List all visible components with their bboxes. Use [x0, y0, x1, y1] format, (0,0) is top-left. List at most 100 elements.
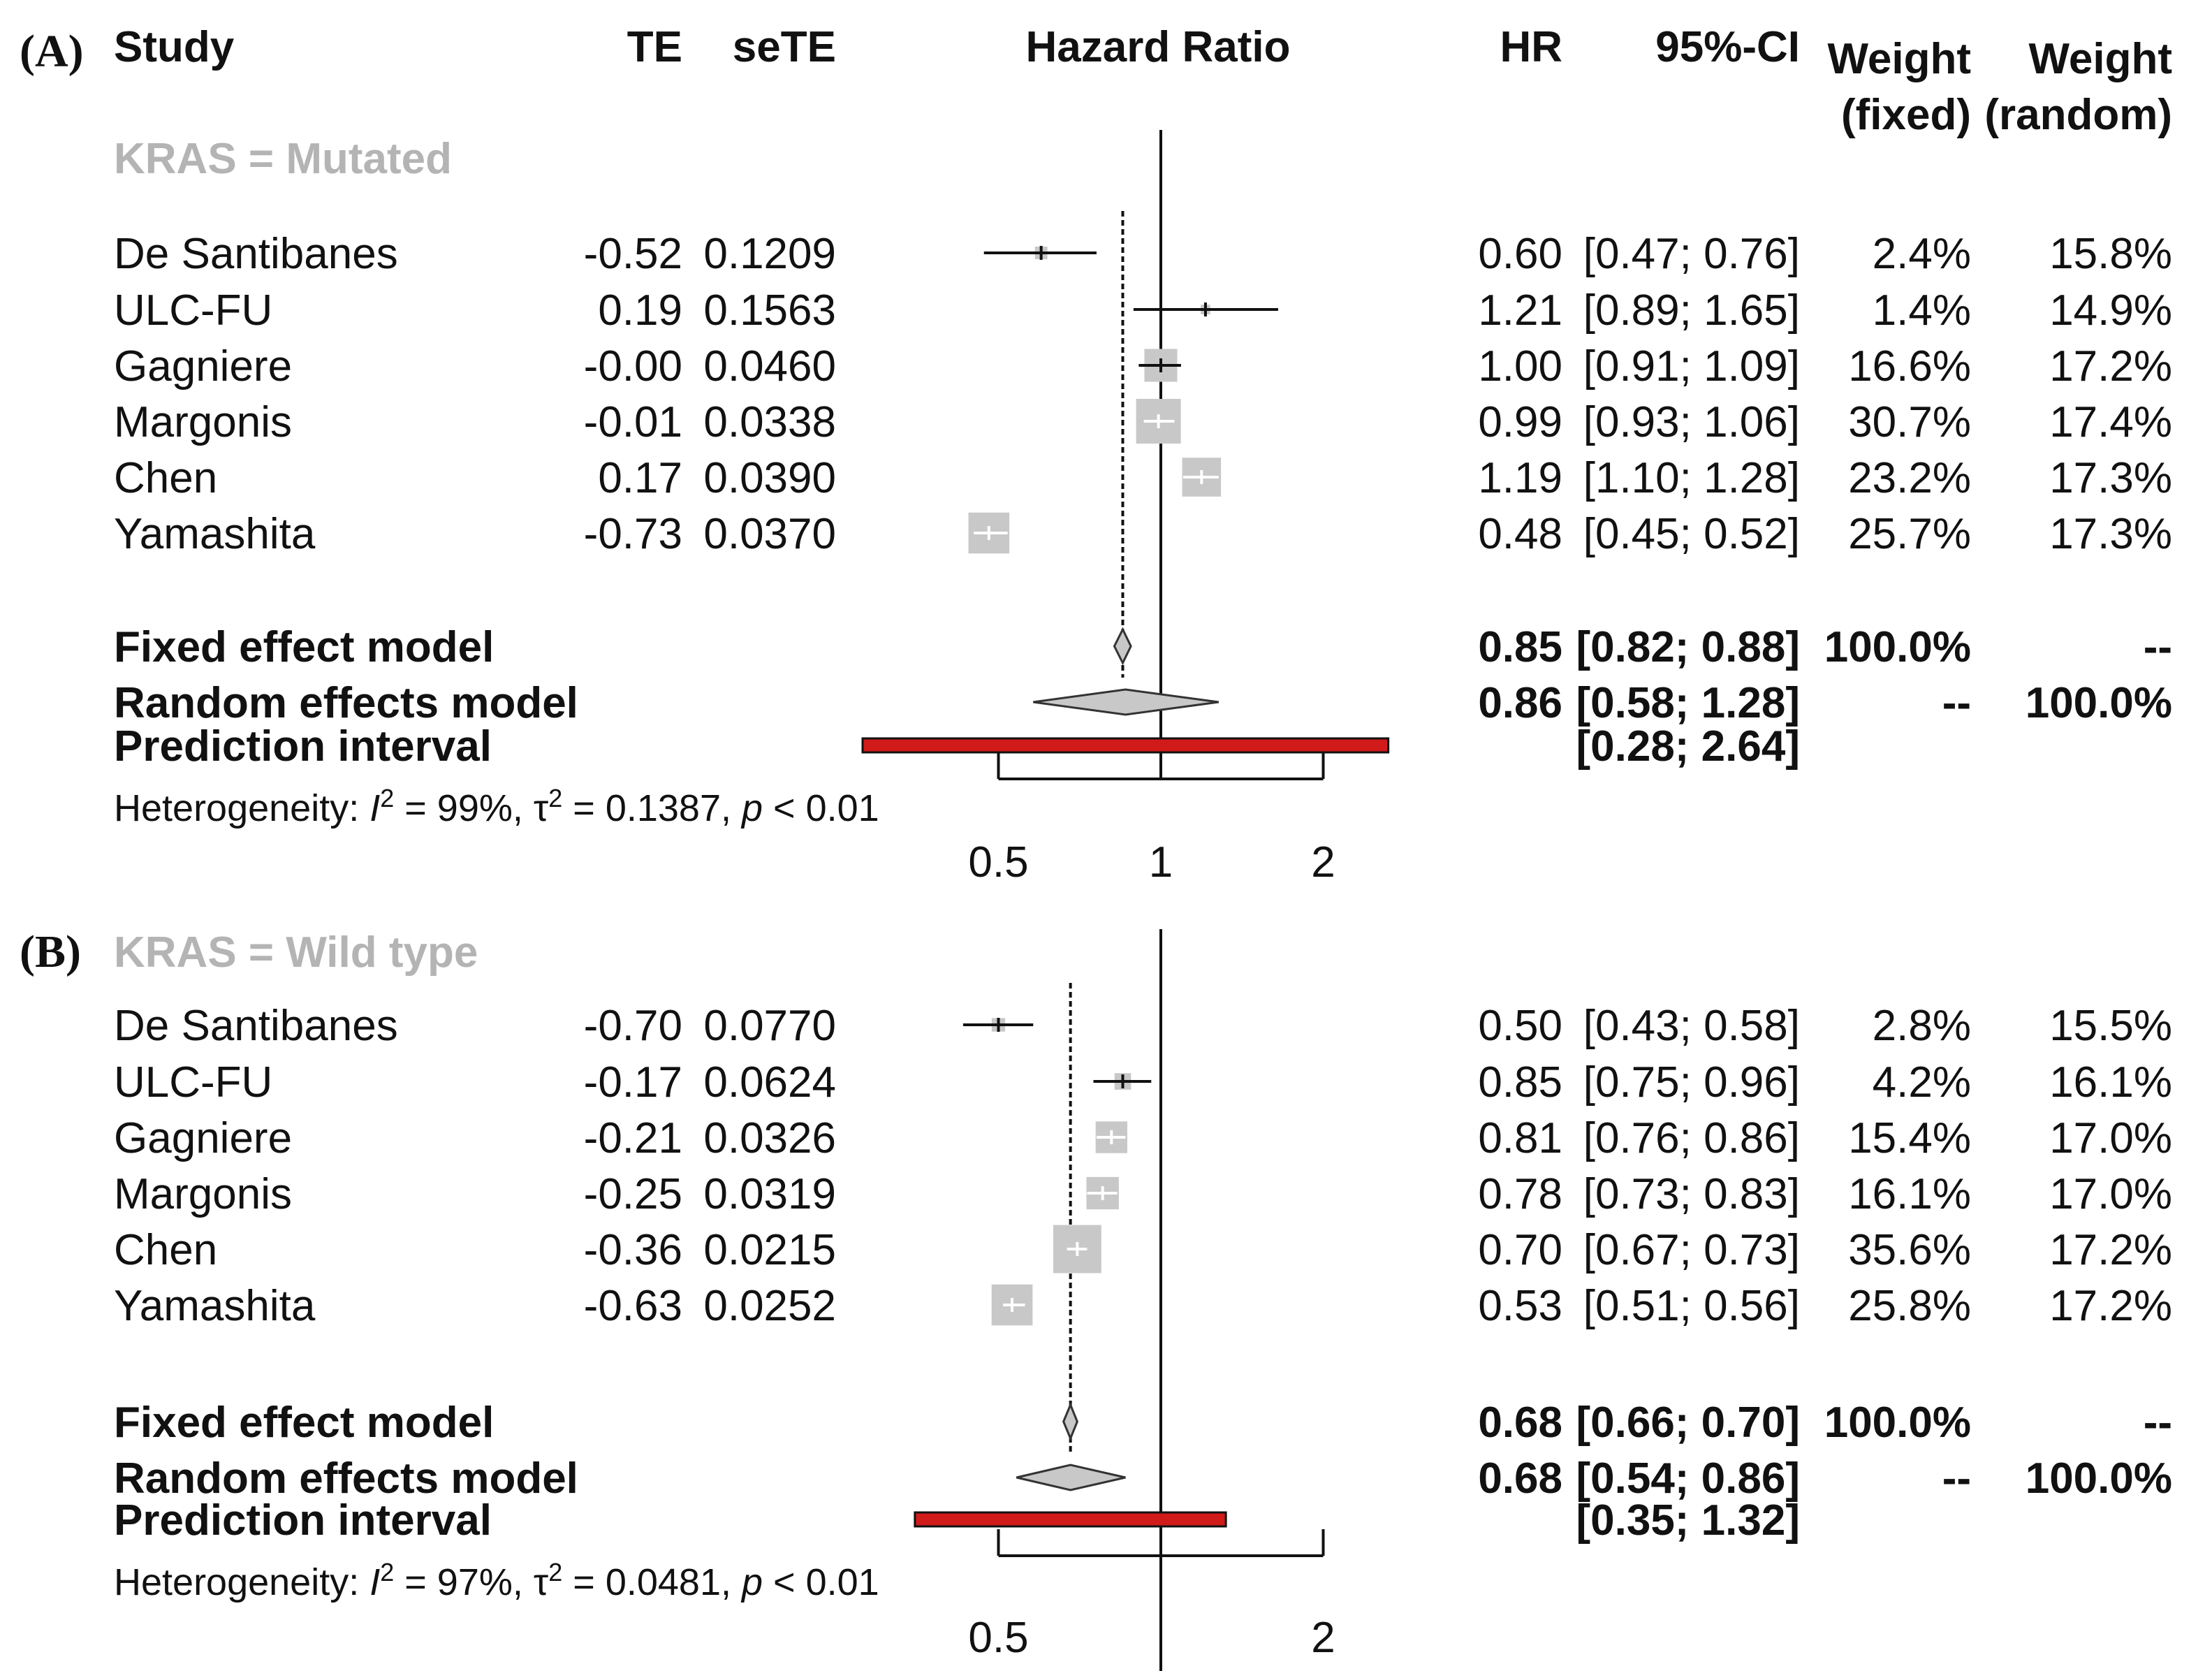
- study-name: Gagniere: [114, 1114, 292, 1162]
- panel-b-study-row: Gagniere -0.21 0.0326 0.81 [0.76; 0.86] 15.4%…: [114, 1114, 2172, 1162]
- study-sete: 0.0770: [703, 1002, 836, 1050]
- study-ci: [0.43; 0.58]: [1583, 1002, 1800, 1050]
- heterogeneity-part: τ: [534, 787, 548, 829]
- study-ci: [0.75; 0.96]: [1583, 1058, 1800, 1107]
- study-weight-fixed: 23.2%: [1848, 454, 1971, 502]
- study-weight-random: 15.8%: [2049, 230, 2172, 278]
- study-ci: [0.89; 1.65]: [1583, 286, 1800, 335]
- study-hr: 0.50: [1478, 1002, 1562, 1050]
- panel-b-study-row: Chen -0.36 0.0215 0.70 [0.67; 0.73] 35.6% 17.2…: [114, 1225, 2172, 1274]
- study-ci: [1.10; 1.28]: [1583, 454, 1800, 502]
- heterogeneity-part: = 99%,: [394, 787, 534, 829]
- panel-a-subgroup-title: KRAS = Mutated: [114, 135, 452, 183]
- study-weight-random: 17.0%: [2049, 1114, 2172, 1162]
- heterogeneity-part: I: [369, 787, 380, 829]
- prediction-interval-label: Prediction interval: [114, 722, 492, 771]
- header-hr: HR: [1500, 23, 1562, 71]
- study-weight-random: 17.3%: [2049, 510, 2172, 558]
- study-hr: 0.81: [1478, 1114, 1562, 1162]
- study-te: -0.52: [584, 230, 682, 278]
- header-weight-fixed-line1: Weight: [1828, 35, 1972, 83]
- study-ci: [0.76; 0.86]: [1583, 1114, 1800, 1162]
- heterogeneity-part: = 0.1387,: [562, 787, 742, 829]
- study-sete: 0.0390: [703, 454, 836, 502]
- random-effects-weight-random: 100.0%: [2026, 679, 2172, 727]
- study-weight-random: 17.2%: [2049, 342, 2172, 391]
- prediction-interval-bar: [861, 737, 1390, 754]
- study-ci: [0.51; 0.56]: [1583, 1282, 1800, 1330]
- study-weight-random: 17.4%: [2049, 398, 2172, 446]
- panel-b-subgroup-title: KRAS = Wild type: [114, 928, 478, 977]
- study-ci: [0.45; 0.52]: [1583, 510, 1800, 558]
- random-effects-diamond: [1016, 1464, 1126, 1491]
- study-sete: 0.1563: [703, 286, 836, 335]
- study-hr: 1.21: [1478, 286, 1562, 335]
- study-hr: 0.60: [1478, 230, 1562, 278]
- heterogeneity-part: Heterogeneity:: [114, 1561, 369, 1603]
- study-sete: 0.0326: [703, 1114, 836, 1162]
- heterogeneity-part: Heterogeneity:: [114, 787, 369, 829]
- heterogeneity-part: 2: [380, 784, 394, 812]
- study-te: -0.70: [584, 1002, 682, 1050]
- study-hr: 0.78: [1478, 1170, 1562, 1218]
- heterogeneity-part: p: [740, 787, 763, 829]
- study-name: Margonis: [114, 1170, 292, 1218]
- study-te: -0.73: [584, 510, 682, 558]
- panel-a-study-row: Chen 0.17 0.0390 1.19 [1.10; 1.28] 23.2% 17.3%: [114, 454, 2172, 502]
- header-weight-random-line2: (random): [1984, 91, 2172, 139]
- heterogeneity-part: < 0.01: [763, 787, 879, 829]
- panel-b-kras-wild-type: (B) KRAS = Wild type De Santibanes -0.70 0.0…: [20, 926, 2172, 1671]
- study-weight-random: 17.0%: [2049, 1170, 2172, 1218]
- random-effects-weight-random: 100.0%: [2026, 1454, 2172, 1503]
- random-effects-label: Random effects model: [114, 679, 578, 727]
- panel-a-study-row: ULC-FU 0.19 0.1563 1.21 [0.89; 1.65] 1.4% 14.9…: [114, 286, 2172, 335]
- study-ci: [0.67; 0.73]: [1583, 1226, 1800, 1274]
- random-effects-weight-fixed: --: [1942, 1454, 1971, 1503]
- prediction-interval-ci: [0.35; 1.32]: [1576, 1496, 1800, 1545]
- header-weight-random-line1: Weight: [2029, 35, 2173, 83]
- heterogeneity-part: < 0.01: [763, 1561, 879, 1603]
- study-te: -0.25: [584, 1170, 682, 1218]
- header-ci: 95%-CI: [1655, 23, 1800, 71]
- study-hr: 0.48: [1478, 510, 1562, 558]
- heterogeneity-part: = 0.0481,: [562, 1561, 742, 1603]
- study-sete: 0.0370: [703, 510, 836, 558]
- study-weight-fixed: 15.4%: [1848, 1114, 1971, 1162]
- study-weight-fixed: 2.4%: [1873, 230, 1971, 278]
- study-weight-fixed: 16.6%: [1848, 342, 1971, 391]
- study-weight-random: 15.5%: [2049, 1002, 2172, 1050]
- study-weight-fixed: 25.8%: [1848, 1282, 1971, 1330]
- panel-b-study-row: Yamashita -0.63 0.0252 0.53 [0.51; 0.56] 25.8…: [114, 1282, 2172, 1330]
- heterogeneity-part: = 97%,: [394, 1561, 534, 1603]
- random-effects-weight-fixed: --: [1942, 679, 1971, 727]
- study-te: -0.00: [584, 342, 682, 391]
- study-te: -0.21: [584, 1114, 682, 1162]
- panel-b-label: (B): [20, 926, 81, 977]
- panel-a-study-row: De Santibanes -0.52 0.1209 0.60 [0.47; 0.76]…: [114, 230, 2172, 278]
- fixed-effect-diamond: [1113, 627, 1132, 666]
- panel-a-label: (A): [20, 26, 84, 77]
- study-weight-random: 17.2%: [2049, 1226, 2172, 1274]
- study-te: -0.17: [584, 1058, 682, 1107]
- study-name: ULC-FU: [114, 1058, 272, 1107]
- random-effects-hr: 0.86: [1478, 679, 1562, 727]
- study-te: -0.63: [584, 1282, 682, 1330]
- study-sete: 0.0338: [703, 398, 836, 446]
- study-te: 0.19: [598, 286, 682, 335]
- study-weight-fixed: 35.6%: [1848, 1226, 1971, 1274]
- study-weight-random: 16.1%: [2049, 1058, 2172, 1107]
- study-name: Yamashita: [114, 1282, 316, 1330]
- study-hr: 0.70: [1478, 1226, 1562, 1274]
- column-header-row: Study TE seTE Hazard Ratio HR 95%-CI Wei…: [114, 23, 2172, 139]
- x-axis-tick-label: 0.5: [968, 838, 1028, 886]
- heterogeneity-part: 2: [380, 1558, 394, 1586]
- heterogeneity-part: 2: [548, 1558, 562, 1586]
- random-effects-hr: 0.68: [1478, 1454, 1562, 1503]
- header-sete: seTE: [733, 23, 836, 71]
- study-weight-fixed: 16.1%: [1848, 1170, 1971, 1218]
- random-effects-diamond: [1033, 688, 1219, 716]
- study-te: -0.01: [584, 398, 682, 446]
- heterogeneity-part: p: [740, 1561, 763, 1603]
- study-hr: 1.00: [1478, 342, 1562, 391]
